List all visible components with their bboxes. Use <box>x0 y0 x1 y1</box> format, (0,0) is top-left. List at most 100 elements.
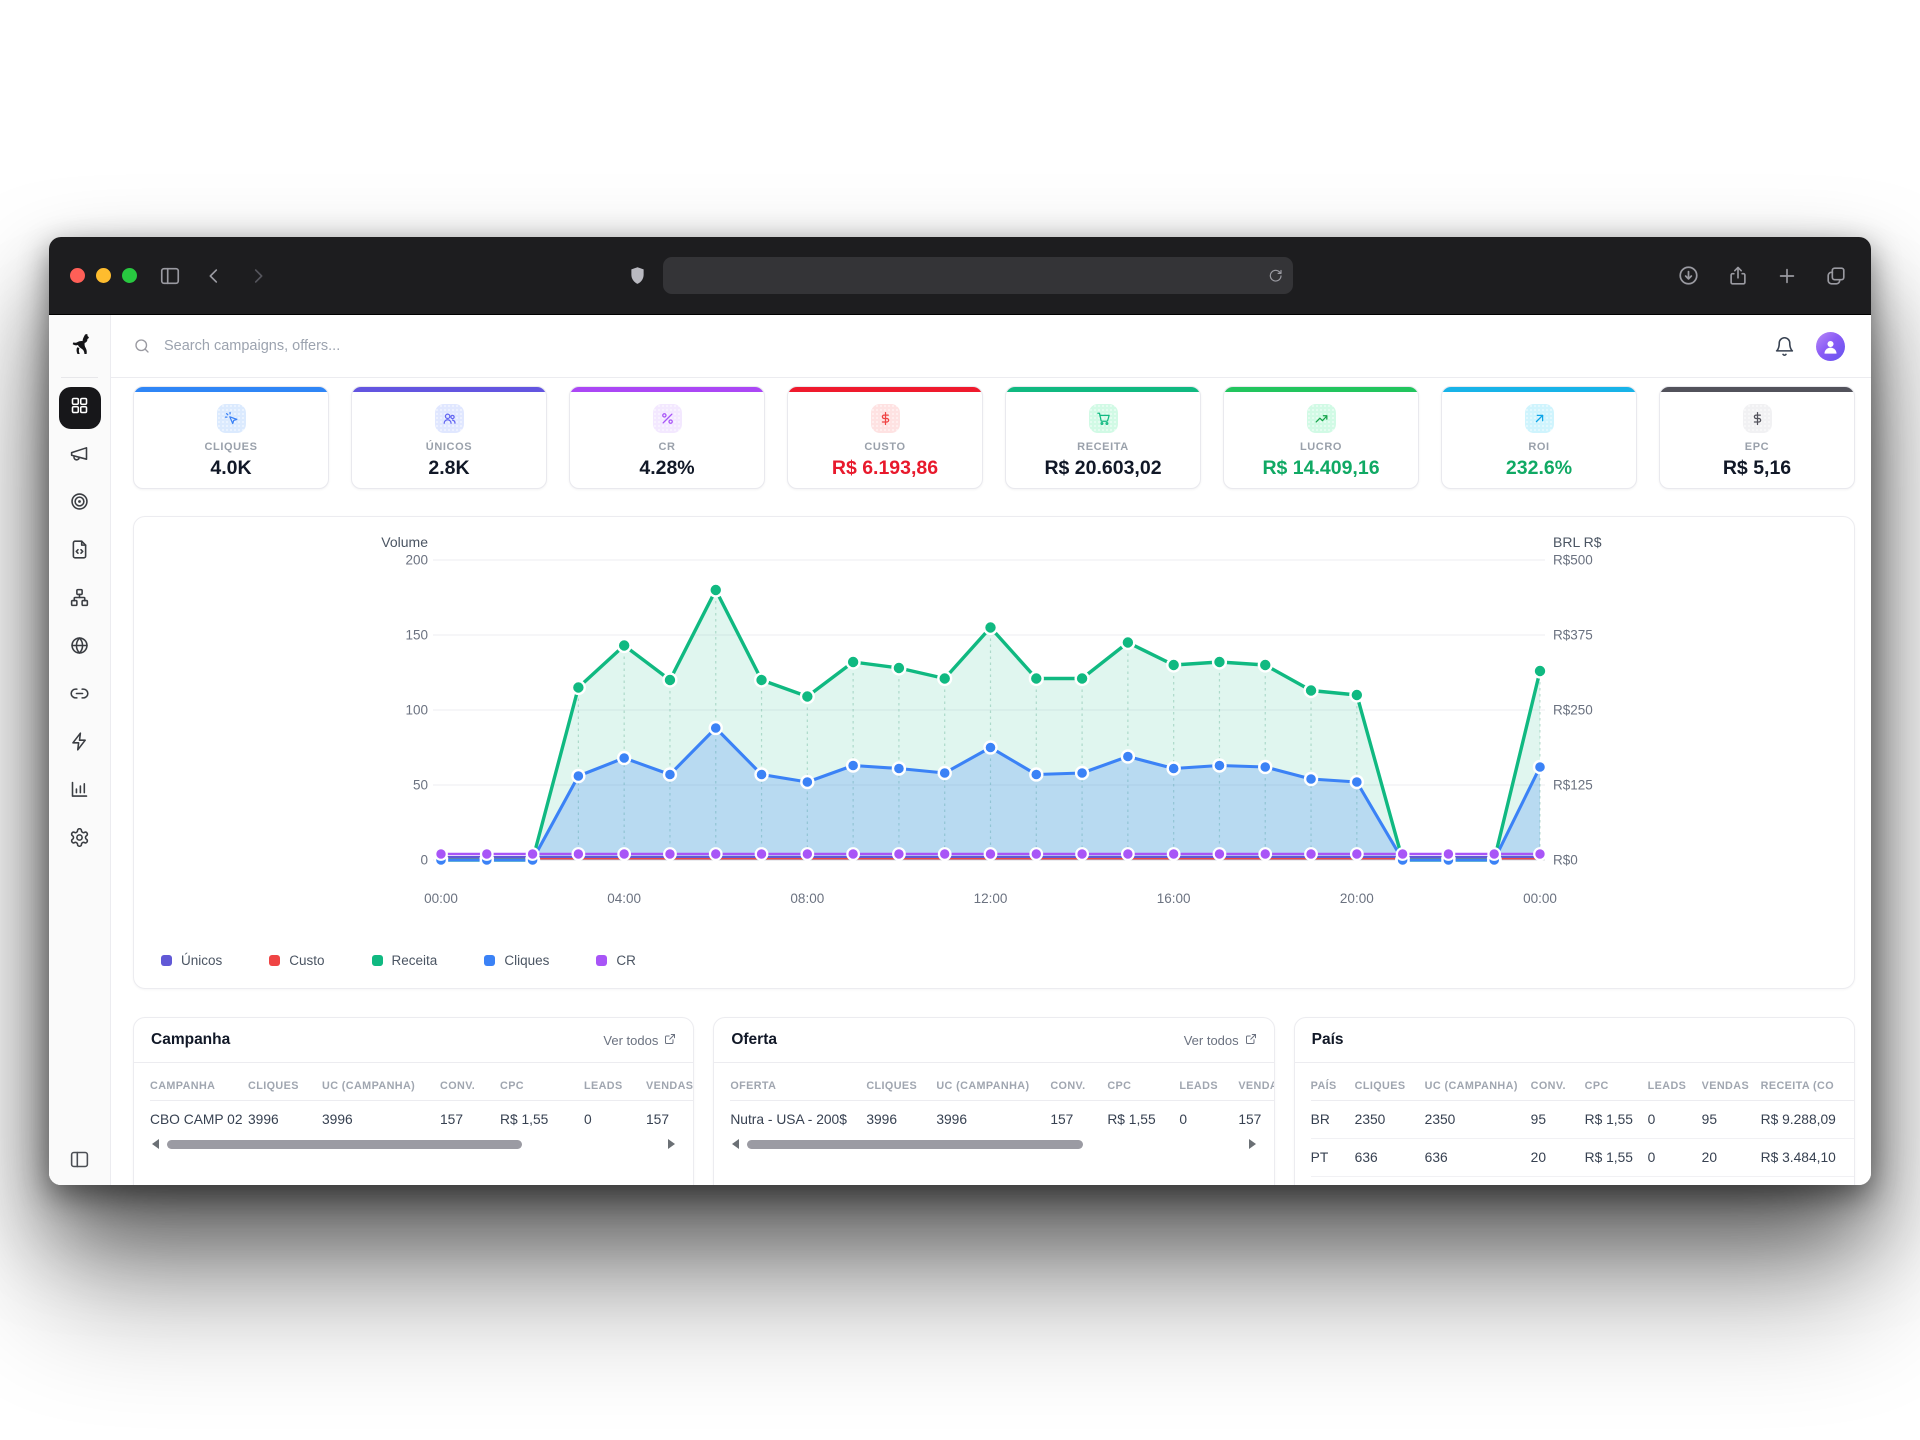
cart-icon <box>1088 404 1118 433</box>
svg-text:200: 200 <box>405 553 428 568</box>
kpi-label: CUSTO <box>864 441 906 453</box>
kpi-accent-bar <box>788 387 982 392</box>
table-row[interactable]: BR 2350 2350 95 R$ 1,55 0 95 R$ 9.288,09 <box>1310 1100 1854 1139</box>
sidebar-item-offers[interactable] <box>56 480 104 528</box>
ver-todos-link[interactable]: Ver todos <box>603 1033 676 1048</box>
file-code-icon <box>69 539 90 565</box>
legend-item-cliques[interactable]: Cliques <box>484 953 549 968</box>
panel-collapse-icon[interactable] <box>69 1149 90 1170</box>
dollar-icon <box>870 404 900 433</box>
kpi-card-lucro: LUCRO R$ 14.409,16 <box>1223 386 1419 489</box>
link-icon <box>69 683 90 709</box>
arrow-up-right-icon <box>1524 404 1554 433</box>
globe-icon <box>69 635 90 661</box>
network-icon <box>69 587 90 613</box>
download-icon[interactable] <box>1677 264 1700 287</box>
scroll-left-arrow[interactable] <box>152 1139 159 1149</box>
table-title: País <box>1311 1031 1344 1048</box>
sidebar <box>49 315 111 1185</box>
column-header: CLIQUES <box>248 1065 322 1101</box>
table-cell: CBO CAMP 02 <box>150 1112 243 1127</box>
link-label: Ver todos <box>1183 1032 1239 1048</box>
legend-item-custo[interactable]: Custo <box>269 953 325 968</box>
kpi-value: R$ 5,16 <box>1722 457 1792 479</box>
timeseries-chart[interactable]: 0 R$0 50 R$125 100 R$250 150 R$375 200 R$500 Volum… <box>134 517 1854 988</box>
sidebar-item-automation[interactable] <box>56 720 104 768</box>
scroll-right-arrow[interactable] <box>668 1139 676 1149</box>
sidebar-item-landers[interactable] <box>56 528 104 576</box>
table-cell: 95 <box>1701 1100 1761 1139</box>
legend-item-únicos[interactable]: Únicos <box>161 953 222 968</box>
svg-text:R$500: R$500 <box>1553 553 1593 568</box>
svg-text:16:00: 16:00 <box>1157 891 1191 906</box>
percent-icon <box>652 404 682 433</box>
horizontal-scrollbar <box>730 1138 1257 1149</box>
scrollbar-thumb[interactable] <box>167 1139 523 1149</box>
table-row[interactable]: PT 636 636 20 R$ 1,55 0 20 R$ 3.484,10 <box>1310 1138 1854 1177</box>
sidebar-item-settings[interactable] <box>56 816 104 864</box>
sidebar-item-reports[interactable] <box>56 768 104 816</box>
megaphone-icon <box>69 443 90 469</box>
zoom-button[interactable] <box>122 268 137 283</box>
minimize-button[interactable] <box>96 268 111 283</box>
kpi-card-receita: RECEITA R$ 20.603,02 <box>1005 386 1201 489</box>
kpi-card-roi: ROI 232.6% <box>1441 386 1637 489</box>
column-header: VENDAS <box>646 1065 694 1101</box>
sidebar-item-links[interactable] <box>56 672 104 720</box>
scroll-right-arrow[interactable] <box>1248 1139 1256 1149</box>
main-content: CLIQUES 4.0K ÚNICOS 2.8K CR 4.28% CUSTO … <box>111 315 1871 1185</box>
table-cell: 157 <box>1050 1112 1074 1127</box>
legend-item-cr[interactable]: CR <box>596 953 636 968</box>
close-button[interactable] <box>70 268 85 283</box>
svg-text:04:00: 04:00 <box>607 891 641 906</box>
reload-icon[interactable] <box>1267 268 1283 284</box>
tab-overview-icon[interactable] <box>1825 265 1847 287</box>
avatar[interactable] <box>1816 331 1845 361</box>
external-link-icon <box>664 1033 676 1048</box>
window-controls <box>49 268 159 283</box>
sidebar-item-campaigns[interactable] <box>56 432 104 480</box>
table-card-oferta: Oferta Ver todos OFERTA CLIQUES UC (CAMPANH… <box>713 1017 1275 1185</box>
kpi-value: 4.0K <box>210 457 252 479</box>
legend-label: Únicos <box>181 953 223 968</box>
legend-label: Cliques <box>504 953 550 968</box>
address-bar[interactable] <box>663 257 1293 294</box>
scroll-left-arrow[interactable] <box>732 1139 740 1149</box>
new-tab-icon[interactable] <box>1776 265 1798 287</box>
share-icon[interactable] <box>1727 265 1749 287</box>
sidebar-toggle-icon[interactable] <box>159 265 181 287</box>
scrollbar-thumb[interactable] <box>747 1139 1083 1149</box>
kpi-accent-bar <box>1442 387 1636 392</box>
ver-todos-link[interactable]: Ver todos <box>1184 1033 1257 1048</box>
table-row[interactable]: Nutra - USA - 200$ 3996 3996 157 R$ 1,55 0 157 <box>730 1101 1273 1139</box>
back-icon[interactable] <box>203 265 225 287</box>
svg-text:0: 0 <box>420 853 428 868</box>
browser-window: CLIQUES 4.0K ÚNICOS 2.8K CR 4.28% CUSTO … <box>49 237 1871 1185</box>
bell-icon[interactable] <box>1774 336 1795 357</box>
svg-text:R$375: R$375 <box>1553 628 1593 643</box>
column-header: CLIQUES <box>1354 1065 1425 1101</box>
search-input[interactable] <box>162 337 586 355</box>
shield-icon[interactable] <box>627 265 648 286</box>
svg-text:150: 150 <box>405 628 428 643</box>
sidebar-item-flows[interactable] <box>56 576 104 624</box>
forward-icon[interactable] <box>247 265 269 287</box>
svg-text:R$250: R$250 <box>1553 703 1593 718</box>
dog-logo <box>66 332 93 364</box>
column-header: VENDAS <box>1238 1065 1274 1101</box>
app-root: CLIQUES 4.0K ÚNICOS 2.8K CR 4.28% CUSTO … <box>49 315 1871 1185</box>
search-bar[interactable] <box>133 337 1762 355</box>
bar-chart-icon <box>69 779 90 805</box>
legend-item-receita[interactable]: Receita <box>371 953 437 968</box>
sidebar-item-domains[interactable] <box>56 624 104 672</box>
user-icon <box>1822 338 1839 355</box>
svg-text:08:00: 08:00 <box>790 891 824 906</box>
table-cell: R$ 1,55 <box>1584 1100 1648 1139</box>
sidebar-item-dashboard[interactable] <box>56 384 104 432</box>
column-header: CPC <box>1584 1065 1648 1101</box>
svg-text:00:00: 00:00 <box>1523 891 1557 906</box>
kpi-card-únicos: ÚNICOS 2.8K <box>351 386 547 489</box>
kpi-accent-bar <box>1006 387 1200 392</box>
